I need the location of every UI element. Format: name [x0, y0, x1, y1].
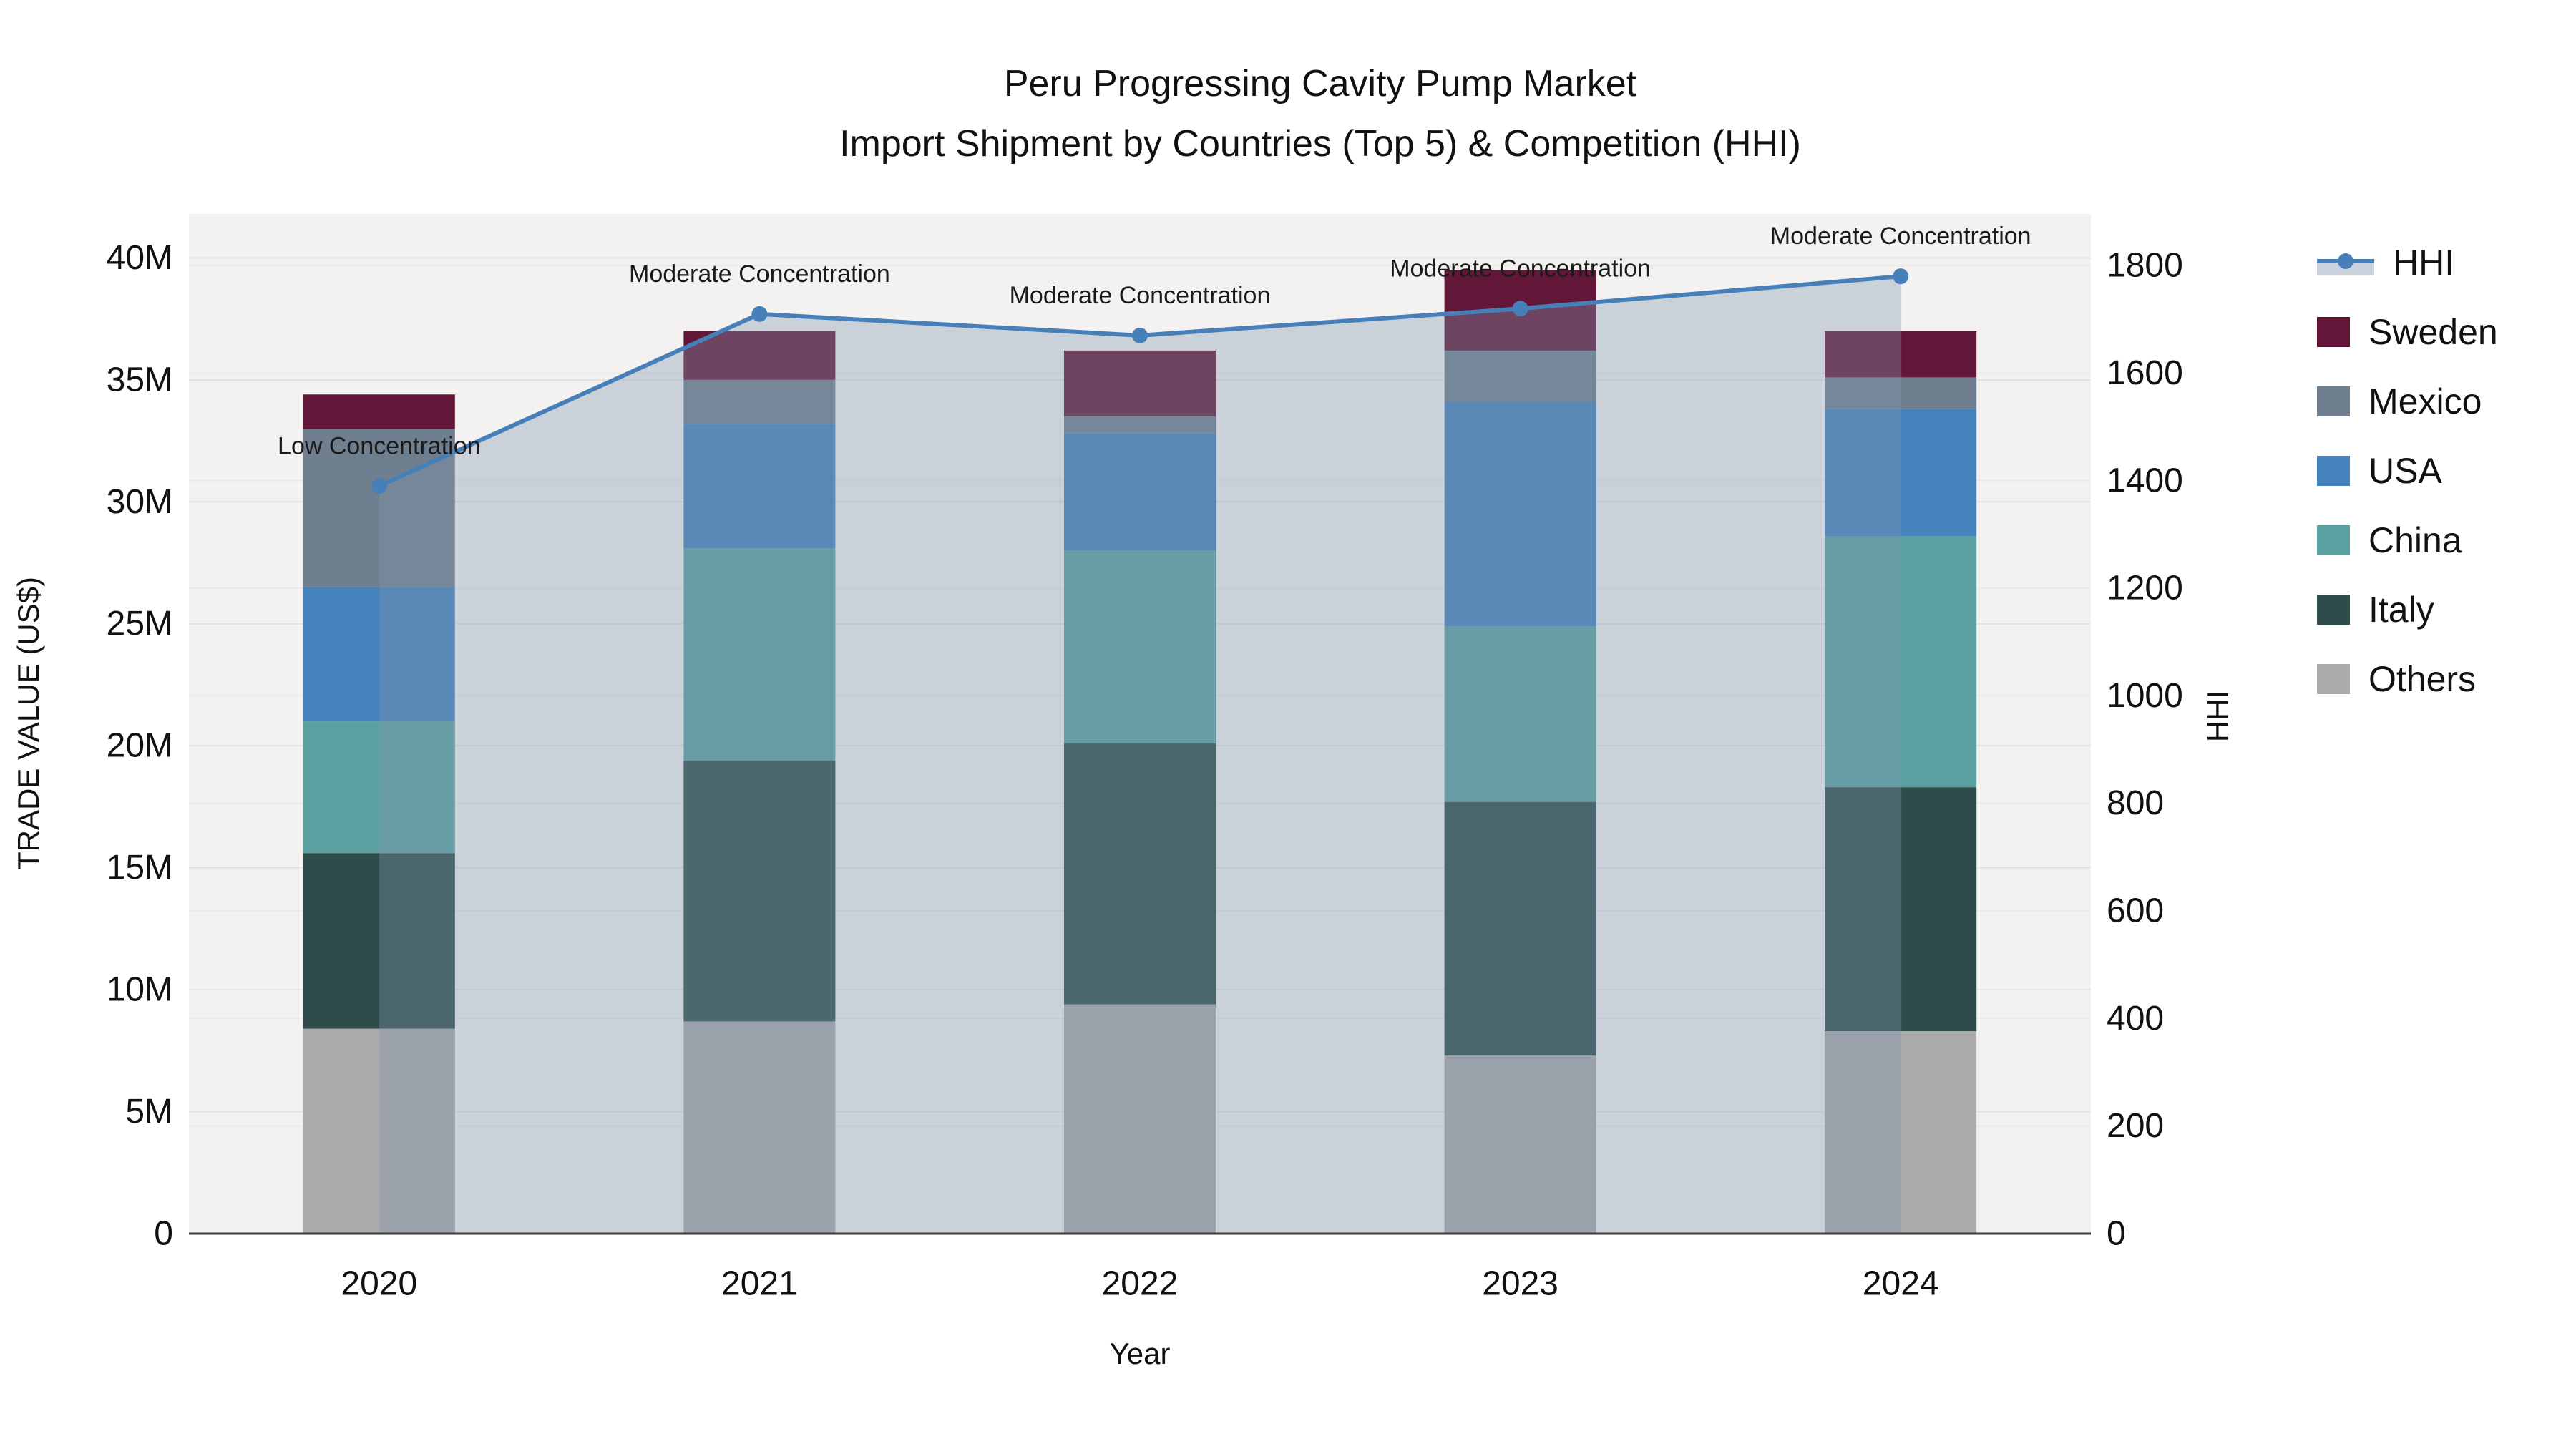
- bar-segment-italy-2021[interactable]: [683, 760, 836, 1022]
- right-axis-tick: 0: [2107, 1215, 2126, 1253]
- annotation-2024: Moderate Concentration: [1770, 223, 2031, 250]
- bar-segment-sweden-2024[interactable]: [1825, 331, 1977, 378]
- right-axis-title: HHI: [2201, 690, 2235, 743]
- bar-segment-usa-2021[interactable]: [683, 424, 836, 549]
- legend-swatch-china: [2317, 525, 2350, 555]
- x-axis-tick-2022: 2022: [1102, 1265, 1179, 1303]
- bar-segment-italy-2024[interactable]: [1825, 787, 1977, 1032]
- bar-segment-china-2023[interactable]: [1444, 626, 1596, 802]
- legend-item-others[interactable]: Others: [2317, 644, 2498, 713]
- legend-swatch-mexico: [2317, 386, 2350, 416]
- bar-segment-china-2024[interactable]: [1825, 536, 1977, 788]
- left-axis-tick: 5M: [125, 1093, 173, 1131]
- bar-segment-sweden-2022[interactable]: [1064, 350, 1216, 416]
- legend-label-china: China: [2368, 519, 2462, 560]
- legend-label-hhi: HHI: [2393, 242, 2455, 283]
- right-axis-tick: 600: [2107, 892, 2164, 930]
- x-axis-tick-2024: 2024: [1863, 1265, 1939, 1303]
- right-axis-tick: 1400: [2107, 462, 2183, 499]
- legend-label-usa: USA: [2368, 450, 2442, 491]
- chart-title-line2: Import Shipment by Countries (Top 5) & C…: [839, 123, 1801, 165]
- x-axis-tick-2020: 2020: [341, 1265, 417, 1303]
- hhi-marker-2021[interactable]: [751, 306, 768, 322]
- legend-label-sweden: Sweden: [2368, 311, 2498, 352]
- right-axis-tick: 400: [2107, 1000, 2164, 1038]
- hhi-line-sample-band: [2317, 262, 2374, 275]
- hhi-marker-2022[interactable]: [1132, 327, 1148, 343]
- legend-swatch-italy: [2317, 594, 2350, 625]
- legend-swatch-usa: [2317, 455, 2350, 486]
- bar-segment-china-2021[interactable]: [683, 548, 836, 761]
- right-axis-tick: 800: [2107, 784, 2164, 822]
- bar-segment-mexico-2022[interactable]: [1064, 416, 1216, 434]
- bar-segment-others-2020[interactable]: [303, 1028, 455, 1234]
- bar-segment-usa-2023[interactable]: [1444, 401, 1596, 627]
- bar-segment-italy-2022[interactable]: [1064, 743, 1216, 1005]
- legend: HHI Sweden Mexico USA China Italy Others: [2317, 228, 2498, 713]
- bar-segment-italy-2023[interactable]: [1444, 801, 1596, 1056]
- right-axis-tick: 1600: [2107, 354, 2183, 392]
- legend-item-china[interactable]: China: [2317, 505, 2498, 575]
- bar-segment-others-2021[interactable]: [683, 1021, 836, 1234]
- bar-segment-mexico-2020[interactable]: [303, 429, 455, 587]
- bar-segment-mexico-2021[interactable]: [683, 379, 836, 424]
- bar-segment-china-2020[interactable]: [303, 721, 455, 854]
- chart-title: Peru Progressing Cavity Pump Market Impo…: [64, 54, 2576, 174]
- annotation-2022: Moderate Concentration: [1010, 282, 1271, 309]
- hhi-marker-2024[interactable]: [1893, 268, 1909, 285]
- bar-segment-usa-2024[interactable]: [1825, 409, 1977, 536]
- legend-item-hhi[interactable]: HHI: [2317, 228, 2498, 297]
- legend-item-usa[interactable]: USA: [2317, 436, 2498, 505]
- annotation-2021: Moderate Concentration: [629, 260, 890, 288]
- legend-swatch-others: [2317, 663, 2350, 694]
- x-axis-tick-2023: 2023: [1482, 1265, 1558, 1303]
- left-axis-tick: 25M: [107, 605, 173, 643]
- bar-segment-usa-2022[interactable]: [1064, 433, 1216, 551]
- bar-segment-mexico-2024[interactable]: [1825, 377, 1977, 409]
- hhi-marker-2020[interactable]: [371, 478, 387, 494]
- legend-item-sweden[interactable]: Sweden: [2317, 297, 2498, 366]
- left-axis-tick: 35M: [107, 361, 173, 399]
- bar-segment-others-2022[interactable]: [1064, 1004, 1216, 1234]
- right-axis-tick: 1800: [2107, 247, 2183, 285]
- hhi-area-fill: [379, 276, 1901, 1234]
- left-axis-tick: 15M: [107, 849, 173, 887]
- x-axis-title: Year: [1109, 1337, 1171, 1370]
- bar-segment-usa-2020[interactable]: [303, 587, 455, 722]
- left-axis-tick: 40M: [107, 239, 173, 277]
- bar-segment-italy-2020[interactable]: [303, 853, 455, 1029]
- bar-segment-china-2022[interactable]: [1064, 550, 1216, 743]
- hhi-line-sample-dot: [2338, 253, 2353, 269]
- annotation-2023: Moderate Concentration: [1390, 255, 1651, 282]
- bar-segment-others-2024[interactable]: [1825, 1031, 1977, 1234]
- chart-title-line1: Peru Progressing Cavity Pump Market: [1003, 63, 1637, 104]
- right-axis-tick: 1000: [2107, 677, 2183, 715]
- left-axis-title: TRADE VALUE (US$): [11, 577, 45, 870]
- legend-item-italy[interactable]: Italy: [2317, 575, 2498, 644]
- annotation-2020: Low Concentration: [278, 432, 481, 459]
- hhi-marker-2023[interactable]: [1512, 301, 1528, 317]
- legend-label-italy: Italy: [2368, 589, 2434, 630]
- x-axis-tick-2021: 2021: [721, 1265, 798, 1303]
- left-axis-tick: 0: [154, 1215, 173, 1253]
- right-axis-tick: 200: [2107, 1107, 2164, 1145]
- legend-label-others: Others: [2368, 658, 2477, 699]
- left-axis-tick: 30M: [107, 483, 173, 521]
- legend-label-mexico: Mexico: [2368, 381, 2482, 421]
- bar-segment-sweden-2020[interactable]: [303, 394, 455, 429]
- bar-segment-mexico-2023[interactable]: [1444, 350, 1596, 402]
- hhi-line-sample-icon: [2317, 247, 2374, 278]
- legend-item-mexico[interactable]: Mexico: [2317, 366, 2498, 436]
- right-axis-tick: 1200: [2107, 570, 2183, 608]
- left-axis-tick: 10M: [107, 971, 173, 1009]
- legend-swatch-sweden: [2317, 316, 2350, 347]
- bar-segment-others-2023[interactable]: [1444, 1055, 1596, 1234]
- left-axis-tick: 20M: [107, 727, 173, 765]
